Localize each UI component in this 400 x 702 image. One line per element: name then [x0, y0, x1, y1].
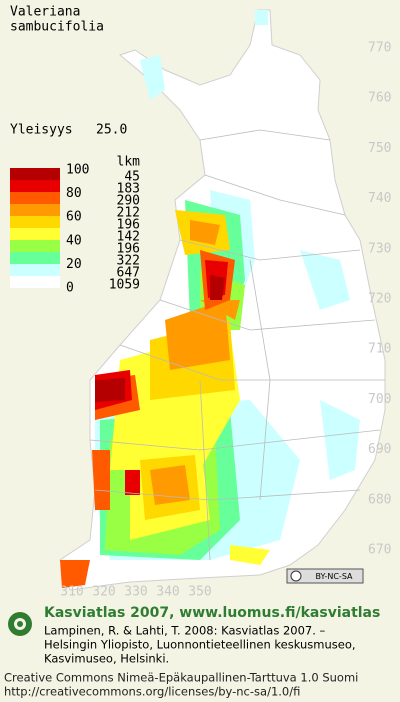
grid-label: 670: [368, 543, 391, 558]
legend-swatch: [10, 180, 60, 192]
occurrence-area: [60, 560, 90, 588]
footer-heading: Kasviatlas 2007, www.luomus.fi/kasviatla…: [44, 605, 380, 621]
legend-swatch: [10, 192, 60, 204]
legend-swatch: [10, 168, 60, 180]
frequency-value: 25.0: [96, 123, 127, 138]
atlas-logo: [8, 612, 32, 636]
occurrence-area: [320, 400, 360, 480]
citation-line: Lampinen, R. & Lahti, T. 2008: Kasviatla…: [44, 624, 326, 638]
grid-label: 680: [368, 492, 391, 507]
grid-label: 310: [60, 585, 83, 600]
legend-count: 183: [117, 182, 140, 197]
legend-scale-label: 20: [66, 257, 82, 272]
occurrence-area: [150, 465, 190, 505]
legend-swatch: [10, 276, 60, 288]
citation-line: Helsingin Yliopisto, Luonnontieteellinen…: [44, 638, 356, 652]
occurrence-area: [190, 220, 220, 245]
legend-swatch: [10, 216, 60, 228]
grid-label: 720: [368, 292, 391, 307]
license-line: http://creativecommons.org/licenses/by-n…: [4, 685, 300, 699]
legend-scale-label: 80: [66, 186, 82, 201]
license-badge: BY-NC-SA: [286, 568, 364, 584]
grid-label: 750: [368, 141, 391, 156]
grid-label: 700: [368, 392, 391, 407]
legend-scale-label: 40: [66, 233, 82, 248]
occurrence-area: [255, 10, 268, 25]
region-borders: [89, 129, 385, 561]
legend-count: 142: [117, 230, 140, 245]
grid-label: 740: [368, 191, 391, 206]
legend-swatch: [10, 240, 60, 252]
occurrence-area: [210, 275, 225, 300]
occurrence-area: [140, 55, 165, 100]
citation-line: Kasvimuseo, Helsinki.: [44, 652, 169, 666]
legend-count: 647: [117, 266, 140, 281]
grid-label: 350: [188, 585, 211, 600]
occurrence-area: [92, 450, 110, 510]
distribution-layer: [60, 10, 360, 588]
legend-swatch: [10, 228, 60, 240]
legend-scale-label: 60: [66, 210, 82, 225]
grid-label: 690: [368, 442, 391, 457]
occurrence-area: [125, 470, 140, 495]
frequency-label: Yleisyys: [10, 123, 73, 138]
species-name: sambucifolia: [10, 20, 104, 35]
grid-label: 770: [368, 41, 391, 56]
occurrence-area: [230, 545, 270, 565]
legend-count: 196: [117, 242, 140, 257]
legend-count: 290: [117, 194, 140, 209]
legend-swatch: [10, 264, 60, 276]
grid-label: 710: [368, 342, 391, 357]
count-header: lkm: [117, 155, 141, 170]
occurrence-area: [95, 378, 125, 402]
badge-text: BY-NC-SA: [315, 572, 353, 581]
legend-count: 212: [117, 206, 140, 221]
legend-scale-label: 0: [66, 281, 74, 296]
legend-count: 1059: [109, 278, 140, 293]
grid-label: 340: [156, 585, 179, 600]
legend-swatch: [10, 252, 60, 264]
grid-label: 320: [92, 585, 115, 600]
grid-label: 760: [368, 91, 391, 106]
license-line: Creative Commons Nimeä-Epäkaupallinen-Ta…: [4, 671, 358, 685]
grid-label: 330: [124, 585, 147, 600]
legend-count: 45: [124, 170, 140, 185]
legend-swatch: [10, 204, 60, 216]
occurrence-area: [300, 250, 350, 310]
species-name: Valeriana: [10, 5, 80, 20]
legend-count: 322: [117, 254, 140, 269]
legend-scale-label: 100: [66, 163, 89, 178]
grid-label: 730: [368, 241, 391, 256]
legend-count: 196: [117, 218, 140, 233]
